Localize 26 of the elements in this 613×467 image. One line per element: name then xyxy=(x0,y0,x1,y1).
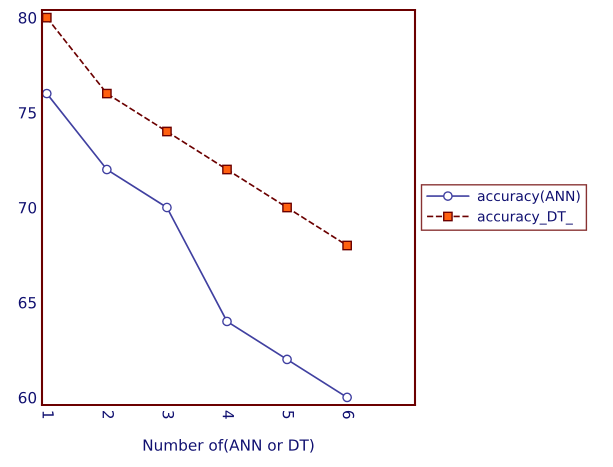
point xyxy=(222,164,232,174)
point xyxy=(222,316,232,326)
point xyxy=(342,240,352,250)
point xyxy=(102,88,112,98)
x-tick-label: 1 xyxy=(42,412,54,418)
point xyxy=(42,88,52,98)
legend-label: accuracy_DT_ xyxy=(478,211,573,225)
point xyxy=(162,202,172,212)
legend-label: accuracy(ANN) xyxy=(478,190,580,204)
x-tick-label: 6 xyxy=(342,410,354,419)
y-tick-label: 60 xyxy=(18,392,36,404)
point xyxy=(102,164,112,174)
x-tick-label: 4 xyxy=(222,410,234,419)
point xyxy=(162,126,172,136)
x-tick-label: 5 xyxy=(282,411,294,418)
x-tick-label: 3 xyxy=(162,411,174,418)
point xyxy=(42,12,52,22)
y-tick-label: 80 xyxy=(18,12,36,24)
x-axis-title: Number of(ANN or DT) xyxy=(144,439,314,453)
point xyxy=(282,354,292,364)
x-tick-label: 2 xyxy=(102,410,114,418)
y-tick-label: 70 xyxy=(18,202,36,214)
point xyxy=(342,392,352,402)
point xyxy=(282,202,292,212)
y-tick-label: 75 xyxy=(18,107,36,119)
y-tick-label: 65 xyxy=(18,296,36,308)
